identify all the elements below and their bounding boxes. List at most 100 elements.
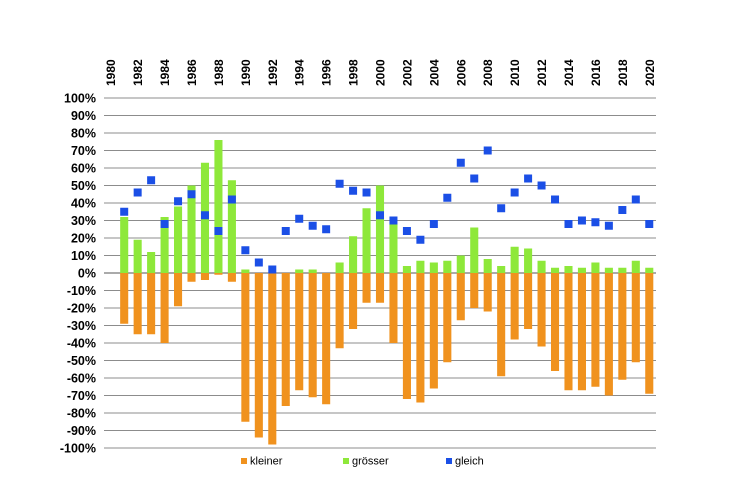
bar-grösser-1989: [227, 180, 236, 273]
bar-kleiner-1997: [335, 273, 344, 349]
bar-kleiner-1991: [254, 273, 263, 438]
marker-gleich-1983: [147, 176, 156, 185]
bar-grösser-2000: [375, 185, 385, 273]
legend-label-kleiner: kleiner: [250, 456, 283, 468]
y-tick-label: 80%: [71, 127, 96, 141]
bar-grösser-2001: [389, 224, 398, 273]
x-tick-label: 2014: [562, 59, 576, 86]
bar-grösser-2009: [497, 266, 506, 273]
marker-gleich-2010: [510, 188, 519, 197]
bar-kleiner-1987: [200, 273, 210, 280]
bar-kleiner-2010: [510, 273, 519, 340]
marker-gleich-2008: [483, 146, 492, 155]
bar-grösser-2003: [416, 260, 425, 273]
x-tick-label: 2016: [589, 59, 603, 86]
bar-kleiner-2004: [429, 273, 438, 389]
bar-kleiner-1989: [227, 273, 236, 282]
bar-kleiner-2016: [591, 273, 600, 387]
marker-gleich-1997: [335, 179, 344, 188]
bar-grösser-1998: [349, 236, 358, 273]
legend: kleiner grösser gleich: [241, 456, 484, 468]
markers: [120, 146, 654, 274]
marker-gleich-1981: [120, 207, 129, 216]
marker-gleich-1985: [174, 197, 183, 206]
bar-grösser-2007: [470, 227, 479, 273]
bar-grösser-1986: [187, 185, 196, 273]
bar-grösser-1983: [147, 252, 156, 273]
bar-grösser-1997: [335, 262, 344, 273]
marker-gleich-2017: [604, 221, 613, 230]
gridlines: [104, 97, 656, 449]
x-tick-label: 1986: [185, 59, 199, 86]
marker-gleich-1984: [160, 220, 169, 228]
marker-gleich-2004: [429, 220, 438, 228]
x-tick-label: 2018: [616, 59, 630, 86]
marker-gleich-2006: [456, 158, 465, 167]
bar-kleiner-2003: [416, 273, 425, 403]
bar-kleiner-1994: [295, 273, 304, 391]
x-tick-label: 1992: [266, 59, 280, 86]
marker-gleich-2012: [537, 181, 546, 190]
bar-grösser-2020: [645, 267, 654, 273]
x-tick-label: 2004: [427, 59, 441, 86]
x-tick-label: 1996: [320, 59, 334, 86]
bar-grösser-2017: [604, 267, 613, 273]
marker-gleich-1994: [295, 214, 304, 223]
y-tick-label: 30%: [71, 214, 96, 228]
bars: [120, 140, 654, 445]
bar-grösser-2014: [564, 266, 573, 273]
bar-grösser-1985: [174, 206, 183, 273]
marker-gleich-1996: [322, 225, 331, 234]
marker-gleich-2003: [416, 235, 425, 244]
x-tick-label: 1994: [293, 59, 307, 86]
y-tick-label: -40%: [67, 337, 96, 351]
x-tick-label: 2002: [400, 59, 414, 86]
x-tick-label: 2008: [481, 59, 495, 86]
marker-gleich-2019: [631, 195, 640, 204]
legend-swatch-gleich: [446, 458, 452, 464]
marker-gleich-1992: [268, 265, 277, 274]
bar-grösser-2016: [591, 262, 600, 273]
legend-label-gleich: gleich: [455, 456, 484, 468]
y-tick-label: -10%: [67, 284, 96, 298]
marker-gleich-2011: [524, 174, 533, 183]
y-tick-label: -30%: [67, 319, 96, 333]
bar-kleiner-1985: [174, 273, 183, 307]
marker-gleich-1988: [214, 227, 223, 235]
x-tick-label: 1984: [158, 59, 172, 86]
bar-kleiner-2015: [577, 273, 586, 391]
bar-kleiner-2006: [456, 273, 465, 321]
bar-kleiner-2013: [550, 273, 560, 371]
y-tick-label: 40%: [71, 197, 96, 211]
bar-grösser-2015: [577, 267, 586, 273]
bar-grösser-1999: [362, 208, 371, 273]
y-tick-label: 70%: [71, 144, 96, 158]
bar-grösser-1988: [214, 140, 223, 273]
bar-kleiner-2001: [389, 273, 398, 343]
y-tick-label: -20%: [67, 302, 96, 316]
bar-grösser-2005: [443, 260, 452, 273]
bar-grösser-2018: [618, 267, 627, 273]
y-tick-label: -100%: [60, 442, 96, 456]
bar-grösser-1994: [295, 269, 304, 273]
bar-grösser-1982: [133, 239, 142, 273]
marker-gleich-2007: [470, 174, 479, 183]
marker-gleich-1989: [227, 195, 236, 204]
y-tick-label: -50%: [67, 354, 96, 368]
x-tick-label: 1990: [239, 59, 253, 86]
y-tick-label: 50%: [71, 179, 96, 193]
x-tick-label: 1980: [104, 59, 118, 86]
y-tick-label: 60%: [71, 162, 96, 176]
bar-grösser-1984: [160, 217, 169, 273]
bar-kleiner-1998: [349, 273, 358, 329]
bar-kleiner-1986: [187, 273, 196, 282]
bar-grösser-1981: [120, 217, 129, 273]
bar-grösser-2008: [483, 259, 492, 273]
marker-gleich-2015: [577, 216, 586, 225]
y-tick-label: 100%: [64, 92, 96, 106]
y-tick-label: -60%: [67, 372, 96, 386]
bar-kleiner-1995: [308, 273, 317, 398]
bar-kleiner-2002: [402, 273, 411, 399]
bar-kleiner-1996: [322, 273, 331, 405]
